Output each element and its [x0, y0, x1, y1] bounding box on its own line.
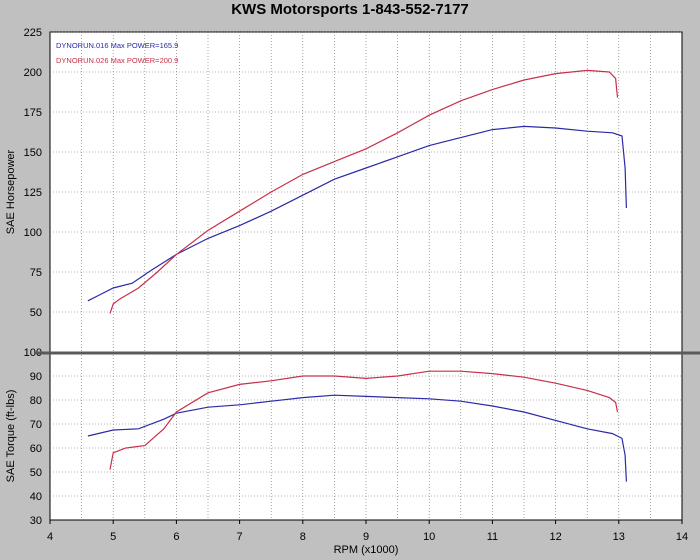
legend-entry-2: DYNORUN.026 Max POWER=200.9	[56, 56, 178, 65]
horsepower-ytick-label: 200	[24, 67, 42, 79]
xtick-label: 13	[613, 531, 625, 543]
torque-ytick-label: 90	[30, 371, 42, 383]
xtick-label: 12	[549, 531, 561, 543]
xtick-label: 7	[237, 531, 243, 543]
xtick-label: 9	[363, 531, 369, 543]
torque-ytick-label: 60	[30, 443, 42, 455]
horsepower-ylabel: SAE Horsepower	[5, 149, 17, 234]
horsepower-ytick-label: 100	[24, 227, 42, 239]
horsepower-ytick-label: 225	[24, 27, 42, 39]
horsepower-ytick-label: 50	[30, 307, 42, 319]
xtick-label: 11	[487, 531, 498, 543]
torque-ytick-label: 100	[24, 347, 42, 359]
torque-ytick-label: 40	[30, 491, 42, 503]
horsepower-ytick-label: 175	[24, 107, 42, 119]
torque-ytick-label: 70	[30, 419, 42, 431]
torque-series-line-1	[87, 394, 627, 482]
torque-panel: 30 40 50 60 70 80 90 100 SAE Torque (ft-lbs) 4 5 6 7…	[5, 347, 688, 556]
horsepower-ytick-label: 150	[24, 147, 42, 159]
chart-title: KWS Motorsports 1-843-552-7177	[231, 1, 469, 18]
legend-entry-1: DYNORUN.016 Max POWER=165.9	[56, 41, 178, 50]
horsepower-panel: 50 75 100 125 150 175 200 225 SAE Horsepower DYNO…	[5, 27, 683, 353]
horsepower-series-line-1	[87, 125, 627, 302]
xtick-label: 14	[676, 531, 688, 543]
torque-ytick-label: 50	[30, 467, 42, 479]
torque-ytick-label: 80	[30, 395, 42, 407]
xtick-label: 4	[47, 531, 53, 543]
torque-ytick-label: 30	[30, 515, 42, 527]
horsepower-series-line-2	[109, 69, 619, 314]
torque-series-line-2	[109, 370, 619, 470]
xtick-label: 6	[173, 531, 179, 543]
torque-ylabel: SAE Torque (ft-lbs)	[5, 390, 17, 483]
xlabel: RPM (x1000)	[334, 544, 399, 556]
xtick-label: 10	[423, 531, 435, 543]
horsepower-ytick-label: 75	[30, 267, 42, 279]
horsepower-ytick-label: 125	[24, 187, 42, 199]
xtick-label: 8	[300, 531, 306, 543]
xtick-label: 5	[110, 531, 116, 543]
